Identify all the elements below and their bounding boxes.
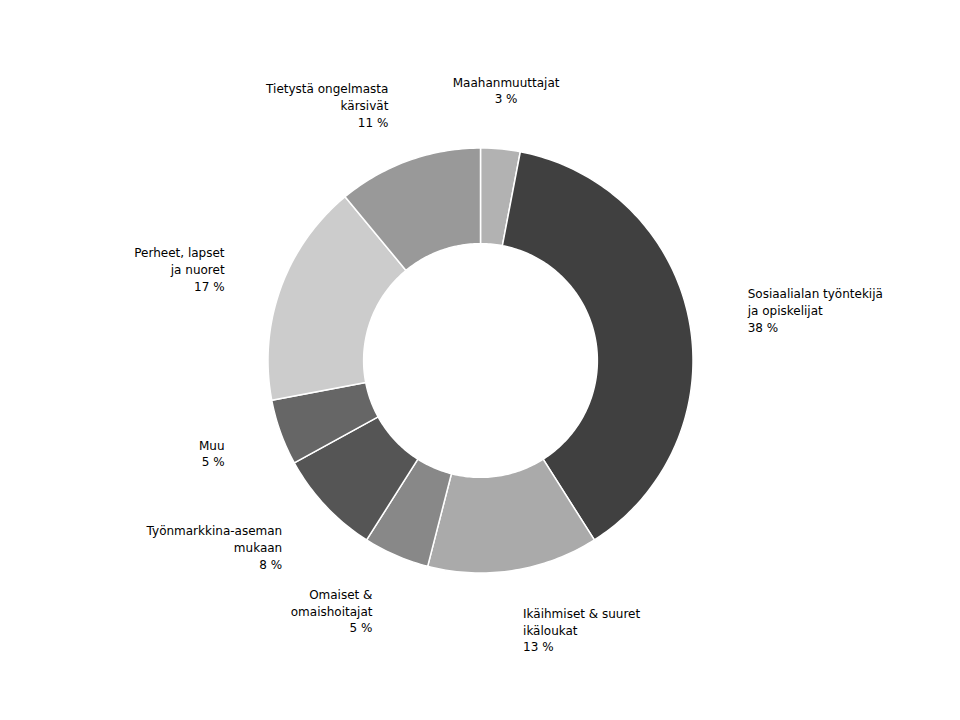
svg-text:Ikäihmiset & suuretikäloukat13: Ikäihmiset & suuretikäloukat13 %: [523, 607, 640, 655]
svg-text:Tietystä ongelmastakärsivät11: Tietystä ongelmastakärsivät11 %: [265, 82, 389, 130]
svg-text:Omaiset &omaishoitajat5 %: Omaiset &omaishoitajat5 %: [291, 588, 373, 636]
svg-text:Muu5 %: Muu5 %: [199, 439, 225, 470]
svg-text:Perheet, lapsetja nuoret17 %: Perheet, lapsetja nuoret17 %: [134, 246, 225, 294]
svg-text:Sosiaalialan työntekijäja opis: Sosiaalialan työntekijäja opiskelijat38 …: [747, 287, 883, 335]
svg-text:Maahanmuuttajat3 %: Maahanmuuttajat3 %: [453, 76, 560, 107]
svg-text:Työnmarkkina-asemanmukaan8 %: Työnmarkkina-asemanmukaan8 %: [146, 524, 283, 572]
